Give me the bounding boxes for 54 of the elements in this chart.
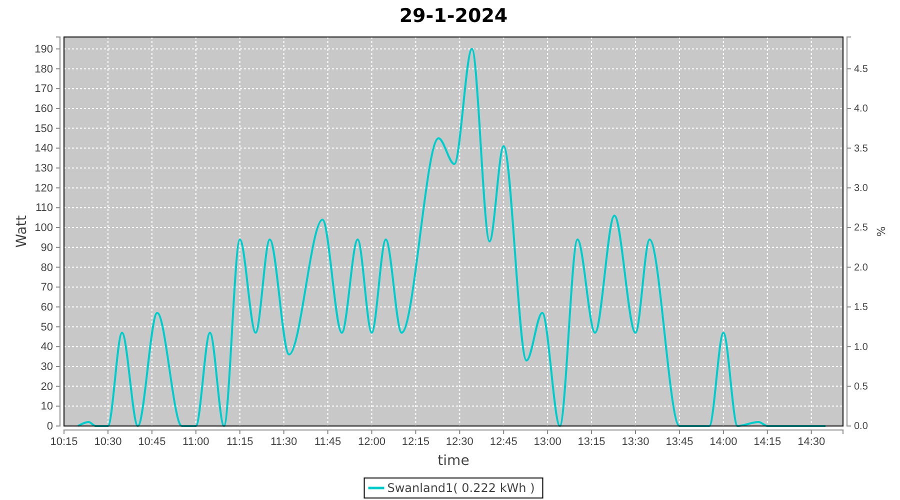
y-tick-label: 160	[34, 102, 53, 115]
y-tick-label: 180	[34, 63, 53, 76]
y2-tick-label: 1.5	[854, 302, 868, 314]
y-tick-label: 80	[40, 262, 53, 274]
legend-label: Swanland1( 0.222 kWh )	[387, 481, 535, 495]
x-tick-label: 12:00	[358, 436, 386, 448]
y2-tick-label: 4.5	[854, 64, 868, 75]
x-tick-label: 14:00	[710, 436, 738, 448]
y-tick-label: 20	[40, 380, 53, 393]
x-tick-label: 14:15	[754, 436, 782, 448]
x-tick-label: 11:30	[270, 436, 298, 448]
y2-tick-label: 2.5	[854, 222, 868, 234]
x-tick-label: 13:15	[578, 436, 606, 448]
y2-tick-label: 2.0	[854, 262, 868, 274]
y-tick-label: 110	[35, 202, 53, 214]
y-axis-title: Watt	[14, 214, 30, 248]
y-tick-label: 60	[40, 301, 53, 314]
y2-tick-label: 3.5	[854, 143, 868, 154]
chart-title: 29-1-2024	[399, 5, 508, 27]
y-tick-label: 130	[34, 162, 53, 175]
x-tick-label: 12:15	[402, 436, 430, 448]
y-tick-label: 190	[34, 43, 53, 56]
y2-tick-label: 0.0	[854, 421, 868, 432]
x-tick-label: 10:15	[50, 436, 78, 448]
y-tick-label: 170	[34, 83, 53, 96]
x-tick-label: 10:45	[138, 436, 166, 448]
x-tick-label: 11:45	[314, 436, 342, 448]
y-tick-label: 120	[34, 182, 53, 194]
y-tick-label: 140	[34, 142, 53, 155]
y-tick-label: 0	[46, 420, 53, 433]
x-tick-label: 10:30	[94, 436, 122, 448]
x-tick-label: 13:45	[666, 436, 694, 448]
y2-axis-title: %	[874, 226, 887, 237]
y2-tick-label: 0.5	[854, 382, 868, 393]
x-tick-label: 13:30	[622, 436, 650, 448]
y-tick-label: 10	[40, 400, 53, 413]
x-axis-title: time	[438, 453, 470, 469]
y-tick-label: 70	[40, 282, 53, 294]
y-tick-label: 50	[40, 321, 53, 334]
y2-tick-label: 1.0	[854, 342, 868, 353]
x-tick-label: 11:00	[182, 436, 210, 448]
y-tick-label: 90	[40, 242, 53, 254]
x-tick-label: 12:45	[490, 436, 518, 448]
x-tick-label: 12:30	[446, 436, 474, 448]
y2-tick-label: 4.0	[854, 104, 868, 115]
x-tick-label: 11:15	[226, 436, 254, 448]
x-tick-label: 13:00	[534, 436, 562, 448]
line-series	[77, 48, 826, 427]
y-tick-label: 100	[34, 222, 53, 234]
y-tick-label: 40	[40, 341, 53, 354]
x-tick-label: 14:30	[798, 436, 826, 448]
y-tick-label: 30	[40, 360, 53, 373]
y2-tick-label: 3.0	[854, 183, 868, 194]
y-tick-label: 150	[34, 122, 53, 135]
